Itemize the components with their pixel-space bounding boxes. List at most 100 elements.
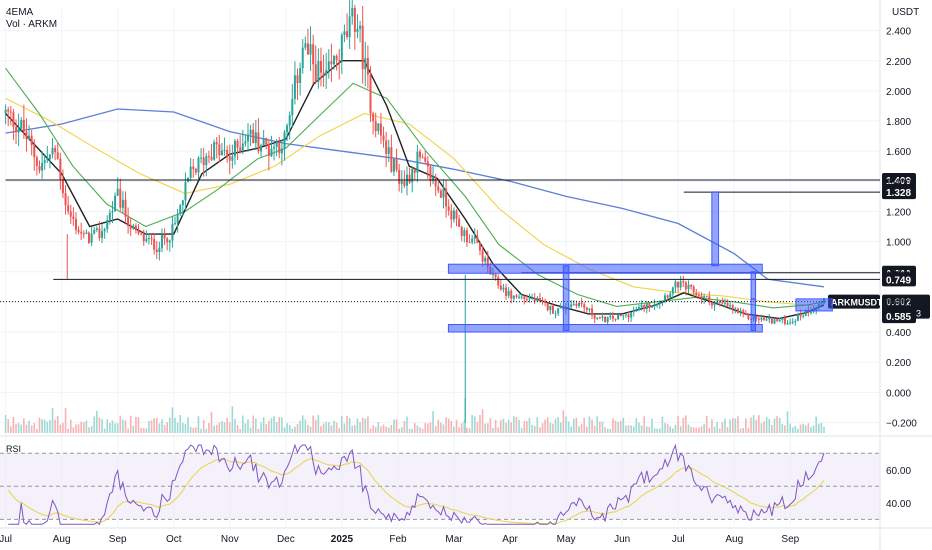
volume-bar xyxy=(700,426,703,433)
volume-bar xyxy=(330,425,333,433)
candle-body xyxy=(507,290,510,296)
candle-body xyxy=(296,75,299,84)
volume-bar xyxy=(192,427,195,433)
candle-body xyxy=(442,188,445,198)
volume-bar xyxy=(385,426,387,433)
volume-bar xyxy=(62,422,64,433)
volume-bar xyxy=(453,426,455,433)
volume-bar xyxy=(36,428,38,433)
candle-body xyxy=(799,314,802,317)
volume-bar xyxy=(64,407,67,433)
candle-body xyxy=(557,308,560,314)
volume-bar xyxy=(369,428,372,433)
candle-body xyxy=(458,218,461,227)
volume-bar xyxy=(202,419,205,433)
candle-body xyxy=(640,305,643,308)
candle-body xyxy=(708,296,711,302)
candle-body xyxy=(486,258,489,268)
candle-body xyxy=(312,44,315,65)
volume-bar xyxy=(226,417,228,433)
volume-bar xyxy=(565,416,567,433)
candle-body xyxy=(200,157,203,159)
price-tick-label: 1.200 xyxy=(886,207,911,218)
volume-bar xyxy=(781,424,784,433)
volume-bar xyxy=(145,428,148,433)
candle-body xyxy=(226,149,229,157)
volume-bar xyxy=(810,427,812,433)
candle-body xyxy=(369,74,372,114)
candle-body xyxy=(293,75,296,100)
volume-bar xyxy=(552,423,554,433)
candle-body xyxy=(95,228,98,230)
candle-body xyxy=(270,148,273,157)
candle-body xyxy=(682,281,685,283)
candle-body xyxy=(163,234,166,239)
volume-bar xyxy=(526,421,528,433)
candle-body xyxy=(437,186,440,191)
volume-bar xyxy=(562,410,565,433)
candle-body xyxy=(278,141,281,154)
volume-bar xyxy=(815,416,817,433)
axes: 2.400 2.200 2.000 1.800 1.600 1.400 1.200 1.000… xyxy=(0,27,917,545)
volume-bar xyxy=(731,418,734,433)
candle-body xyxy=(385,140,388,154)
candle-body xyxy=(35,157,38,167)
candle-body xyxy=(223,149,226,151)
candle-body xyxy=(497,277,500,286)
volume-bar xyxy=(184,423,187,433)
volume-bar xyxy=(270,418,273,433)
candle-body xyxy=(434,177,437,187)
volume-bar xyxy=(489,418,492,433)
volume-bar xyxy=(10,426,12,433)
time-tick-label: Jun xyxy=(614,534,630,545)
symbol-tag xyxy=(828,294,880,309)
volume-bar xyxy=(158,423,161,433)
level-price-tag xyxy=(882,185,916,200)
candle-body xyxy=(246,134,249,142)
candle-body xyxy=(554,313,557,315)
volume-bar xyxy=(312,415,314,433)
candle-body xyxy=(549,305,552,311)
candle-body xyxy=(168,240,171,243)
candle-body xyxy=(291,99,294,116)
candle-body xyxy=(215,142,218,145)
price-tick-label: 1.400 xyxy=(886,177,911,188)
candle-body xyxy=(335,56,338,60)
volume-bar xyxy=(244,423,247,433)
candle-body xyxy=(635,310,638,312)
volume-bar xyxy=(627,425,630,433)
candle-body xyxy=(802,315,805,317)
volume-bar xyxy=(653,428,656,433)
horizontal-levels[interactable]: 1.4091.3280.7930.749ARKMUSDT0.60215:30:2… xyxy=(0,172,930,324)
candle-body xyxy=(88,232,91,243)
volume-bar xyxy=(88,427,90,433)
candle-body xyxy=(106,219,109,230)
candle-body xyxy=(744,313,747,315)
candle-body xyxy=(205,156,208,166)
candle-body xyxy=(796,314,799,321)
candle-body xyxy=(121,199,124,208)
volume-bar xyxy=(812,425,815,433)
candle-body xyxy=(588,308,591,311)
volume-bar xyxy=(54,419,56,433)
candle-body xyxy=(666,295,669,298)
volume-bar xyxy=(343,423,346,433)
candle-body xyxy=(536,297,539,302)
volume-bar xyxy=(492,428,494,433)
volume-bar xyxy=(213,425,215,433)
candle-body xyxy=(578,302,581,306)
volume-bar xyxy=(411,428,413,433)
candle-body xyxy=(450,210,453,220)
level-price-label: 1.409 xyxy=(886,176,911,187)
volume-bar xyxy=(69,419,72,433)
volume-bar xyxy=(567,421,570,433)
candle-body xyxy=(739,310,742,313)
candle-body xyxy=(43,160,46,163)
volume-bar xyxy=(544,419,546,433)
volume-bar xyxy=(367,416,369,433)
candle-body xyxy=(786,323,789,325)
candle-body xyxy=(134,225,137,231)
drawn-boxes[interactable] xyxy=(447,191,833,333)
candle-body xyxy=(671,287,674,294)
